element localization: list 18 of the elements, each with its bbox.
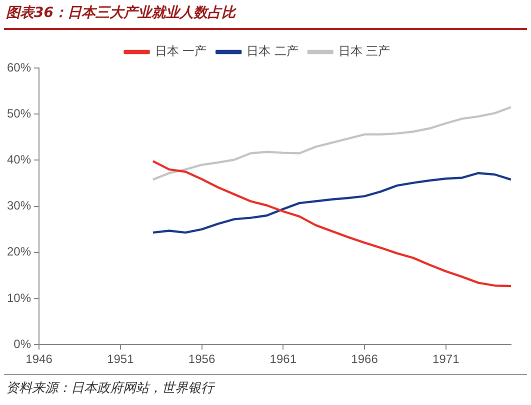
legend-label: 日本 一产	[154, 44, 207, 58]
x-tick-label: 1956	[188, 352, 216, 366]
x-tick-label: 1966	[351, 352, 378, 366]
y-tick-label: 30%	[6, 198, 32, 213]
legend-label: 日本 二产	[246, 44, 298, 58]
y-tick-label: 10%	[6, 290, 32, 305]
y-tick-label: 40%	[6, 152, 32, 167]
y-tick-label: 0%	[14, 336, 32, 351]
y-tick-label: 60%	[6, 60, 32, 74]
y-tick-label: 20%	[6, 244, 32, 259]
x-tick-label: 1951	[107, 352, 134, 366]
chart-title: 图表36：日本三大产业就业人数占比	[6, 4, 236, 22]
y-tick-label: 50%	[6, 106, 32, 120]
x-tick-label: 1971	[432, 352, 460, 366]
text: 资料来源：日本政府网站，世界银行	[6, 380, 214, 397]
x-tick-label: 1961	[270, 352, 297, 366]
legend-label: 日本 三产	[338, 44, 390, 58]
x-tick-label: 1946	[26, 352, 53, 366]
